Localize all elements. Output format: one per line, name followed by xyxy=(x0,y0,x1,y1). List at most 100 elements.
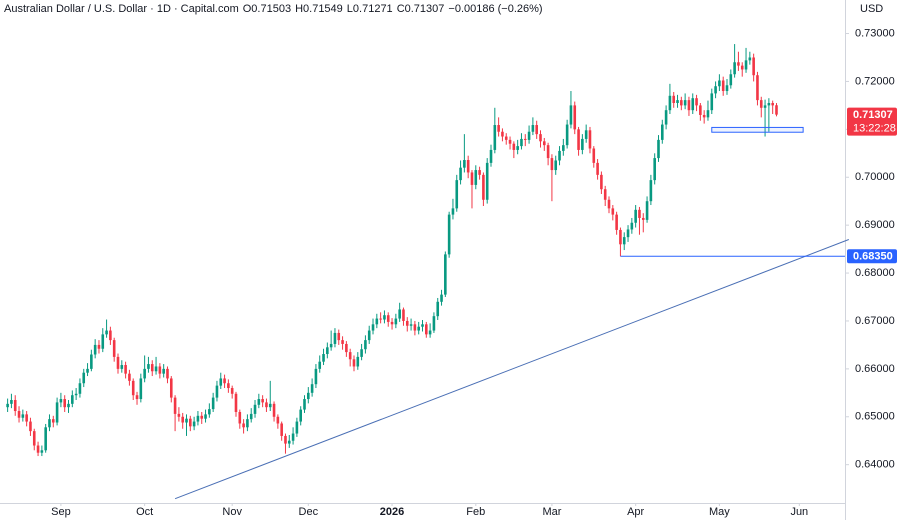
candle-body xyxy=(139,378,143,400)
candle-body xyxy=(10,400,13,404)
candle-body xyxy=(428,330,432,335)
candle-body xyxy=(653,158,656,181)
candle-body xyxy=(128,373,131,381)
candle-body xyxy=(154,366,158,372)
candle-body xyxy=(13,400,17,412)
candle-body xyxy=(402,309,405,321)
candle-body xyxy=(55,402,59,423)
candle-body xyxy=(109,330,112,341)
candle-body xyxy=(607,199,611,209)
candle-body xyxy=(371,324,375,331)
candle-body xyxy=(546,145,550,159)
candle-body xyxy=(386,315,390,322)
y-tick-label: 0.70000 xyxy=(855,171,895,183)
x-tick-label: Mar xyxy=(542,506,561,518)
candle-body xyxy=(714,86,717,94)
candle-body xyxy=(303,399,306,410)
candle-body xyxy=(756,75,759,101)
candle-body xyxy=(253,404,257,414)
candle-body xyxy=(379,318,382,320)
candle-body xyxy=(185,418,188,423)
x-tick-label: Feb xyxy=(466,506,485,518)
candle-body xyxy=(249,413,253,420)
candle-body xyxy=(577,129,580,150)
candle-body xyxy=(86,368,89,373)
candle-body xyxy=(394,318,398,325)
candle-body xyxy=(40,450,44,453)
candle-body xyxy=(497,125,500,132)
candle-body xyxy=(6,403,9,408)
candle-body xyxy=(558,150,561,161)
x-tick-label: Apr xyxy=(627,506,644,518)
x-tick-label: May xyxy=(709,506,730,518)
candle-body xyxy=(257,399,261,405)
candle-body xyxy=(268,403,272,408)
candle-body xyxy=(36,445,40,453)
candle-body xyxy=(234,393,238,412)
ohlc-high: H0.71549 xyxy=(295,3,343,15)
candle-body xyxy=(657,139,660,159)
candle-body xyxy=(200,415,204,419)
candle-body xyxy=(600,174,603,190)
candle-body xyxy=(242,423,245,428)
candle-body xyxy=(352,359,356,367)
candle-body xyxy=(219,378,223,386)
candle-body xyxy=(131,380,135,396)
candle-body xyxy=(455,180,459,209)
candle-body xyxy=(767,102,771,106)
candle-body xyxy=(508,139,512,144)
candle-body xyxy=(272,403,276,417)
candle-body xyxy=(295,421,299,434)
ohlc-low: L0.71271 xyxy=(347,3,393,15)
ohlc-change: −0.00186 (−0.26%) xyxy=(448,3,542,15)
candle-body xyxy=(432,316,436,331)
candle-body xyxy=(535,125,538,135)
candle-body xyxy=(238,411,242,424)
candle-body xyxy=(32,431,36,446)
candle-body xyxy=(405,320,409,326)
candle-body xyxy=(710,93,714,111)
candle-body xyxy=(158,366,162,374)
candle-body xyxy=(93,344,97,355)
candle-body xyxy=(459,167,462,181)
candle-body xyxy=(649,180,653,202)
candle-body xyxy=(162,368,165,374)
candle-body xyxy=(706,110,710,118)
candle-body xyxy=(478,170,481,175)
candle-body xyxy=(622,237,626,245)
candle-body xyxy=(177,413,181,417)
y-tick-label: 0.64000 xyxy=(855,459,895,471)
candle-body xyxy=(59,399,63,403)
candle-body xyxy=(425,324,428,335)
y-tick-label: 0.66000 xyxy=(855,363,895,375)
candle-body xyxy=(691,98,695,111)
candle-body xyxy=(173,397,177,414)
candle-body xyxy=(615,214,618,230)
candle-body xyxy=(360,349,363,357)
candle-body xyxy=(539,134,542,142)
candle-body xyxy=(318,361,322,369)
candle-body xyxy=(333,332,337,344)
candle-body xyxy=(680,100,683,106)
candle-body xyxy=(581,138,584,150)
candle-body xyxy=(554,160,558,171)
x-tick-label: Sep xyxy=(51,506,71,518)
candle-body xyxy=(763,105,767,108)
legend-header: Australian Dollar / U.S. Dollar · 1D · C… xyxy=(4,3,543,15)
candle-body xyxy=(169,378,173,398)
candle-body xyxy=(310,384,314,393)
candle-body xyxy=(611,208,615,215)
x-tick-label: Jun xyxy=(790,506,808,518)
candle-body xyxy=(527,131,531,140)
y-tick-label: 0.69000 xyxy=(855,219,895,231)
candle-body xyxy=(348,352,352,360)
candle-body xyxy=(748,57,752,61)
candle-body xyxy=(261,399,264,403)
candle-body xyxy=(638,209,641,218)
candle-body xyxy=(90,354,93,369)
candle-body xyxy=(215,385,219,398)
candle-body xyxy=(603,189,607,200)
candle-body xyxy=(447,214,451,255)
candle-body xyxy=(482,174,485,200)
candle-body xyxy=(672,95,676,103)
